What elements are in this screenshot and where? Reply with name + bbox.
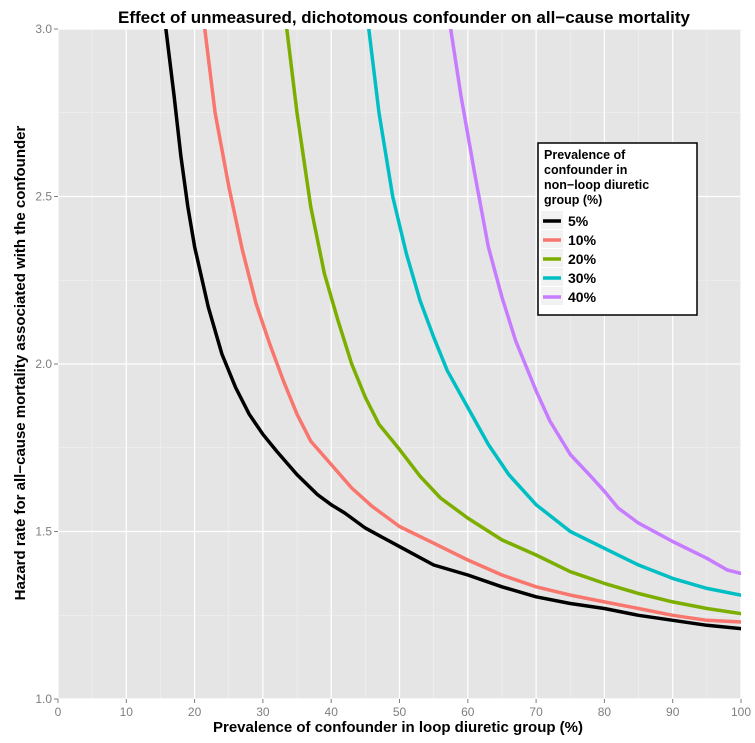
series-line-20pct [285, 29, 741, 616]
x-axis: 0 10 20 30 40 50 60 70 80 90 100 [55, 699, 751, 719]
legend-label: 40% [568, 289, 597, 305]
y-tick-label: 2.0 [35, 357, 52, 371]
legend-label: 20% [568, 251, 597, 267]
y-tick-label: 3.0 [35, 22, 52, 36]
chart-title: Effect of unmeasured, dichotomous confou… [118, 8, 690, 27]
x-tick-label: 10 [120, 705, 134, 719]
x-tick-label: 50 [393, 705, 407, 719]
legend-label: 30% [568, 270, 597, 286]
x-tick-label: 40 [325, 705, 339, 719]
y-tick-label: 2.5 [35, 190, 52, 204]
series-line-30pct [367, 29, 741, 597]
legend-title-line: Prevalence of [544, 148, 626, 162]
x-tick-label: 60 [461, 705, 475, 719]
legend-box [537, 142, 698, 316]
legend-title-line: group (%) [544, 193, 602, 207]
y-tick-label: 1.0 [35, 692, 52, 706]
x-tick-label: 80 [598, 705, 612, 719]
series-layer [164, 29, 741, 631]
y-axis-title: Hazard rate for all−cause mortality asso… [12, 125, 29, 600]
x-tick-label: 20 [188, 705, 202, 719]
series-line-5pct [164, 29, 741, 631]
legend-title-line: non−loop diuretic [544, 178, 649, 192]
x-tick-label: 90 [666, 705, 680, 719]
x-tick-label: 0 [55, 705, 62, 719]
y-axis: 1.0 1.5 2.0 2.5 3.0 [35, 22, 58, 706]
x-tick-label: 30 [256, 705, 270, 719]
series-line-40pct [448, 29, 741, 576]
y-tick-label: 1.5 [35, 525, 52, 539]
legend-label: 5% [568, 213, 589, 229]
x-tick-label: 100 [731, 705, 751, 719]
x-axis-title: Prevalence of confounder in loop diureti… [213, 719, 583, 736]
legend-label: 10% [568, 232, 597, 248]
series-line-10pct [203, 29, 741, 624]
legend-title-line: confounder in [544, 163, 627, 177]
x-tick-label: 70 [529, 705, 543, 719]
